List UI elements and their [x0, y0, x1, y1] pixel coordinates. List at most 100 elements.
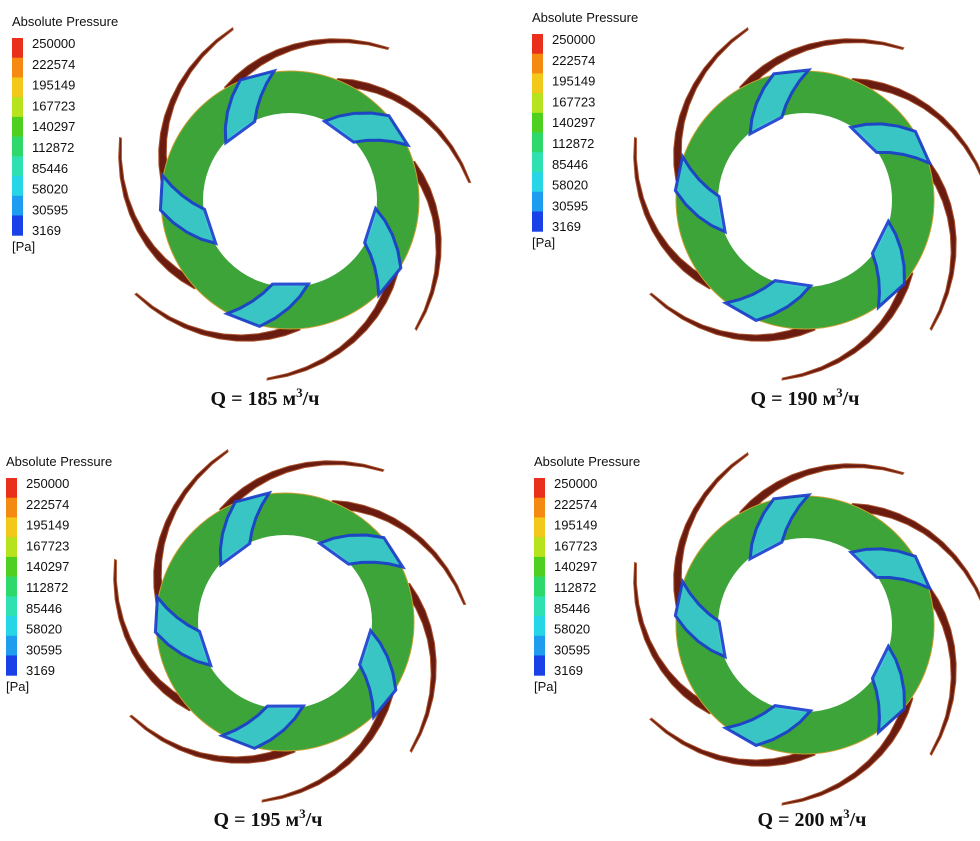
guide-vane [739, 38, 905, 100]
panel: Absolute Pressure 250000 222574 195149 16772… [534, 452, 980, 831]
color-band [534, 576, 545, 597]
impeller-image [633, 452, 980, 806]
color-band [6, 635, 17, 656]
color-band [532, 93, 543, 114]
legend-label: 85446 [554, 601, 590, 616]
legend-label: 85446 [26, 601, 62, 616]
color-band [532, 191, 543, 212]
color-band [12, 57, 23, 78]
color-band [12, 195, 23, 216]
legend-label: 3169 [32, 223, 61, 238]
legend-label: 250000 [554, 476, 597, 491]
color-band [532, 53, 543, 74]
color-band [534, 556, 545, 578]
legend-title: Absolute Pressure [12, 14, 118, 29]
color-band [12, 38, 23, 59]
color-band [6, 478, 17, 499]
color-band [532, 211, 543, 232]
legend-label: 222574 [554, 497, 597, 512]
caption: Q = 200 м3/ч [758, 806, 867, 831]
color-band [6, 576, 17, 597]
caption-text: Q = 200 м [758, 809, 844, 831]
guide-vane [219, 460, 385, 522]
legend-label: 222574 [26, 497, 69, 512]
color-band [532, 34, 543, 55]
blade-passage [321, 111, 412, 148]
legend-label: 195149 [26, 518, 69, 533]
caption-sup: 3 [296, 385, 303, 400]
caption-sup: 3 [843, 806, 850, 821]
legend-label: 112872 [26, 580, 68, 595]
legend-unit: [Pa] [532, 235, 555, 250]
legend-label: 250000 [32, 36, 75, 51]
legend-label: 85446 [32, 161, 68, 176]
blade-passage [870, 643, 906, 736]
blade-passage [153, 593, 214, 668]
blade-passage [218, 704, 307, 751]
blade-passage [358, 627, 398, 721]
panel: Absolute Pressure 250000 222574 195149 16772… [6, 449, 467, 831]
legend: Absolute Pressure 250000 222574 195149 16772… [6, 454, 112, 694]
color-band [12, 156, 23, 177]
legend-label: 140297 [26, 559, 69, 574]
legend-label: 140297 [32, 119, 75, 134]
legend-title: Absolute Pressure [534, 454, 640, 469]
color-band [532, 73, 543, 94]
guide-vane [739, 463, 905, 525]
guide-vane [844, 502, 980, 601]
color-band [532, 152, 543, 173]
color-band [6, 556, 17, 578]
caption-text: Q = 195 м [214, 809, 300, 831]
guide-vane [118, 136, 207, 290]
legend-label: 3169 [554, 663, 583, 678]
caption-sup: 3 [299, 806, 306, 821]
caption-text: /ч [842, 388, 860, 410]
guide-vane [261, 685, 394, 803]
guide-vane [134, 292, 304, 342]
blade-passage [748, 68, 813, 137]
legend-label: 3169 [26, 663, 55, 678]
legend-label: 30595 [552, 198, 588, 213]
legend-title: Absolute Pressure [532, 10, 638, 25]
legend-label: 112872 [32, 140, 74, 155]
legend-label: 250000 [552, 32, 595, 47]
guide-vane [649, 717, 819, 767]
color-band [6, 537, 17, 558]
impeller-image [113, 449, 467, 803]
legend-label: 195149 [552, 74, 595, 89]
guide-vane [113, 558, 202, 712]
guide-vane [633, 136, 722, 290]
guide-vane [633, 561, 722, 715]
guide-vane [844, 77, 980, 176]
guide-vane [324, 499, 467, 606]
legend-label: 195149 [32, 78, 75, 93]
impeller-image [633, 27, 980, 381]
legend-unit: [Pa] [12, 239, 35, 254]
caption: Q = 185 м3/ч [211, 385, 320, 410]
blade-passage [721, 704, 814, 748]
color-band [6, 655, 17, 676]
color-band [534, 655, 545, 676]
guide-vane [266, 263, 399, 381]
legend-label: 112872 [554, 580, 596, 595]
blade-passage [223, 68, 278, 146]
legend-label: 30595 [32, 202, 68, 217]
caption-text: /ч [305, 809, 323, 831]
blade-passage [847, 122, 933, 167]
legend-label: 30595 [26, 642, 62, 657]
caption-sup: 3 [836, 385, 843, 400]
legend-label: 58020 [552, 178, 588, 193]
legend-label: 167723 [26, 538, 69, 553]
guide-vane [916, 585, 957, 757]
blade-passage [223, 282, 312, 329]
blade-passage [748, 493, 813, 562]
guide-vane [396, 582, 437, 754]
legend-label: 167723 [32, 98, 75, 113]
color-band [12, 77, 23, 98]
legend-label: 167723 [554, 538, 597, 553]
legend-label: 112872 [552, 136, 594, 151]
color-band [12, 215, 23, 236]
legend-label: 140297 [552, 115, 595, 130]
color-band [532, 132, 543, 153]
guide-vane [781, 688, 914, 806]
